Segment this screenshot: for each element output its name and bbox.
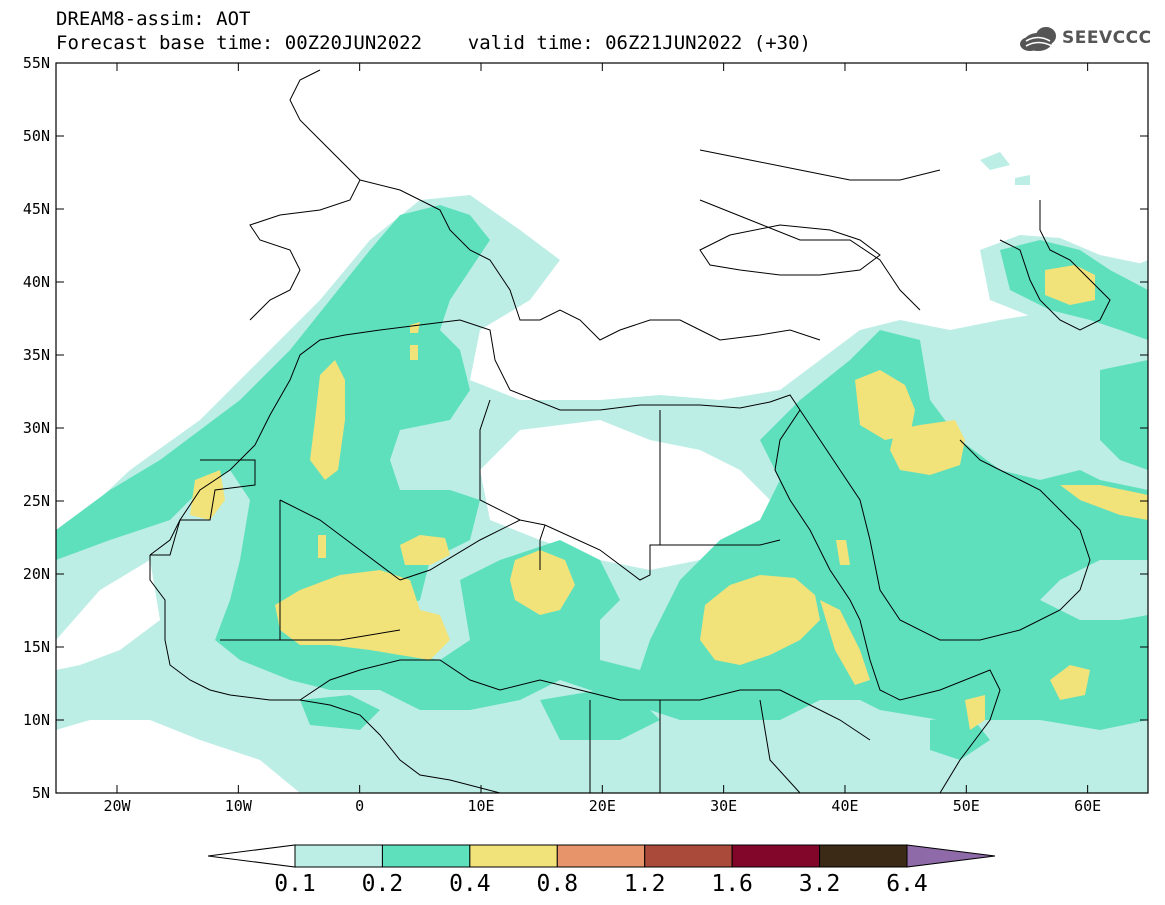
colorbar-label: 0.4 xyxy=(449,871,491,897)
lon-label: 40E xyxy=(831,797,858,815)
lat-label: 40N xyxy=(23,273,50,291)
lon-label: 20W xyxy=(103,797,131,815)
colorbar-swatch xyxy=(819,844,908,868)
colorbar-swatch xyxy=(294,844,383,868)
colorbar-swatch xyxy=(469,844,558,868)
lat-label: 5N xyxy=(32,784,50,802)
lat-label: 50N xyxy=(23,127,50,145)
lon-label: 20E xyxy=(589,797,616,815)
lat-label: 10N xyxy=(23,711,50,729)
colorbar-label: 6.4 xyxy=(886,871,928,897)
logo-text: SEEVCCC xyxy=(1062,28,1152,48)
colorbar-label: 0.1 xyxy=(274,871,316,897)
lon-label: 30E xyxy=(710,797,737,815)
lat-label: 30N xyxy=(23,419,50,437)
lon-label: 10W xyxy=(225,797,253,815)
lat-label: 15N xyxy=(23,638,50,656)
colorbar xyxy=(207,844,996,868)
colorbar-label: 0.8 xyxy=(536,871,579,897)
lat-label: 45N xyxy=(23,200,50,218)
colorbar-low-arrow xyxy=(207,844,296,868)
colorbar-label: 0.2 xyxy=(361,871,404,897)
lon-label: 60E xyxy=(1074,797,1101,815)
lat-label: 55N xyxy=(23,54,50,72)
coastlines-borders xyxy=(149,69,1111,793)
cloud-logo-icon xyxy=(1020,27,1056,51)
colorbar-label: 1.2 xyxy=(623,871,666,897)
forecast-times: Forecast base time: 00Z20JUN2022 valid t… xyxy=(56,32,811,54)
lat-label: 20N xyxy=(23,565,50,583)
map-title: DREAM8-assim: AOT xyxy=(56,8,251,30)
lon-label: 10E xyxy=(467,797,494,815)
lat-label: 35N xyxy=(23,346,50,364)
lon-label: 50E xyxy=(953,797,980,815)
colorbar-swatch xyxy=(556,844,646,868)
colorbar-swatch xyxy=(644,844,733,868)
longitude-axis: 20W 10W 0 10E 20E 30E 40E 50E 60E xyxy=(103,63,1101,815)
aot-band-0.4-0.8 xyxy=(190,265,1148,730)
colorbar-swatch xyxy=(381,844,471,868)
colorbar-swatch xyxy=(731,844,821,868)
colorbar-label: 3.2 xyxy=(798,871,841,897)
latitude-axis: 55N 50N 45N 40N 35N 30N 25N 20N 15N 10N 5N xyxy=(23,54,1148,802)
colorbar-label: 1.6 xyxy=(711,871,753,897)
aot-field xyxy=(56,69,1148,793)
lat-label: 25N xyxy=(23,492,50,510)
lon-label: 0 xyxy=(355,797,364,815)
colorbar-high-arrow xyxy=(906,844,996,868)
